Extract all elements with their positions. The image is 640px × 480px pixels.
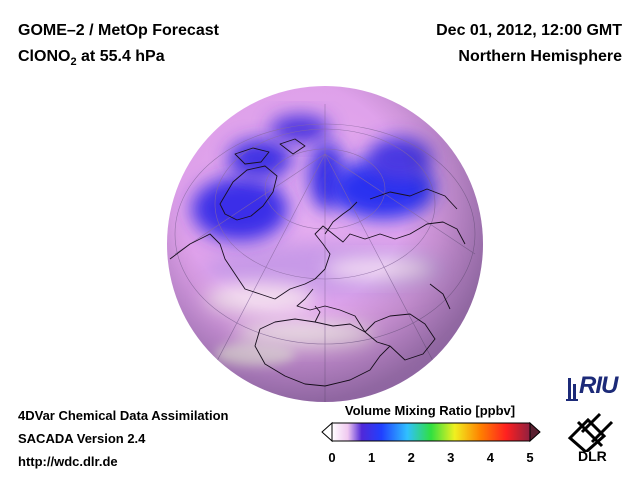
species-suffix: at 55.4 hPa [76,48,165,65]
riu-logo-text: RIU [579,372,618,399]
globe-svg [167,86,483,402]
footer-url: http://wdc.dlr.de [18,454,118,469]
colorbar-gradient [331,422,531,442]
forecast-date: Dec 01, 2012, 12:00 GMT [436,22,622,39]
colorbar [320,420,542,444]
footer-version: SACADA Version 2.4 [18,431,146,446]
colorbar-title: Volume Mixing Ratio [ppbv] [344,403,516,418]
colorbar-tick-label: 5 [526,450,534,465]
species-prefix: ClONO [18,48,71,65]
globe-shading [167,86,483,402]
map-title: GOME–2 / MetOp Forecast [18,22,219,39]
colorbar-ticks: 0 1 2 3 4 5 [320,450,542,468]
colorbar-min-arrow [321,421,333,443]
colorbar-tick-label: 0 [328,450,336,465]
colorbar-svg [321,421,541,443]
region-label: Northern Hemisphere [458,48,622,65]
species-label: ClONO2 at 55.4 hPa [18,44,219,75]
colorbar-tick-label: 4 [486,450,495,465]
species-subscript: 2 [70,56,77,69]
map-title-block: GOME–2 / MetOp Forecast ClONO2 at 55.4 h… [18,18,219,75]
date-region-block: Dec 01, 2012, 12:00 GMT Northern Hemisph… [436,18,622,70]
colorbar-max-arrow [529,421,541,443]
riu-emblem-icon [566,378,578,401]
dlr-logo [562,412,622,472]
colorbar-tick-label: 1 [367,450,376,465]
globe-map [165,84,485,404]
footer-info: 4DVar Chemical Data Assimilation SACADA … [18,404,229,473]
footer-assimilation: 4DVar Chemical Data Assimilation [18,408,229,423]
riu-logo: RIU [562,372,632,404]
dlr-logo-text: DLR [578,448,607,464]
dlr-emblem-icon [567,412,614,454]
colorbar-tick-label: 2 [407,450,415,465]
colorbar-tick-label: 3 [447,450,455,465]
